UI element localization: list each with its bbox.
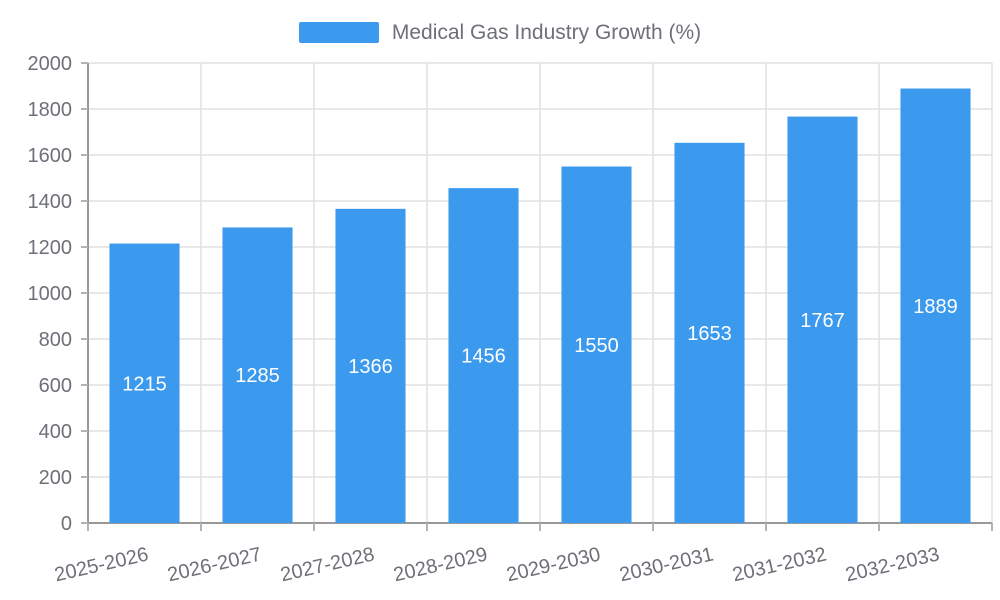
bar-value-label: 1215 bbox=[122, 373, 167, 395]
bar[interactable] bbox=[561, 166, 632, 524]
bar-value-label: 1550 bbox=[574, 335, 619, 357]
y-tick-label: 1600 bbox=[28, 145, 73, 167]
y-tick-label: 2000 bbox=[28, 53, 73, 75]
x-tick-label: 2029-2030 bbox=[504, 543, 602, 586]
y-tick-label: 0 bbox=[61, 513, 72, 535]
x-tick-label: 2025-2026 bbox=[52, 543, 150, 586]
x-tick-label: 2026-2027 bbox=[165, 543, 263, 586]
bar-value-label: 1456 bbox=[461, 346, 506, 368]
x-tick-label: 2030-2031 bbox=[617, 543, 715, 586]
bar[interactable] bbox=[900, 88, 971, 523]
y-tick-label: 1200 bbox=[28, 237, 73, 259]
bar[interactable] bbox=[335, 208, 406, 523]
y-tick-label: 1000 bbox=[28, 283, 73, 305]
bar[interactable] bbox=[222, 227, 293, 523]
bar-value-label: 1653 bbox=[687, 323, 732, 345]
x-tick-label: 2031-2032 bbox=[730, 543, 828, 586]
bar-value-label: 1767 bbox=[800, 310, 845, 332]
x-tick-label: 2028-2029 bbox=[391, 543, 489, 586]
legend-item[interactable]: Medical Gas Industry Growth (%) bbox=[0, 20, 1000, 45]
y-tick-label: 1400 bbox=[28, 191, 73, 213]
bar[interactable] bbox=[109, 243, 180, 524]
y-tick-label: 200 bbox=[39, 467, 72, 489]
legend-label[interactable]: Medical Gas Industry Growth (%) bbox=[391, 21, 702, 44]
y-tick-label: 400 bbox=[39, 421, 72, 443]
x-tick-label: 2027-2028 bbox=[278, 543, 376, 586]
bar-value-label: 1366 bbox=[348, 356, 393, 378]
y-tick-label: 800 bbox=[39, 329, 72, 351]
bar[interactable] bbox=[674, 142, 745, 523]
x-tick-label: 2032-2033 bbox=[843, 543, 941, 586]
bar-value-label: 1285 bbox=[235, 365, 280, 387]
legend-swatch[interactable] bbox=[298, 22, 379, 43]
bar-value-label: 1889 bbox=[913, 296, 958, 318]
bar[interactable] bbox=[787, 116, 858, 523]
y-tick-label: 600 bbox=[39, 375, 72, 397]
y-tick-label: 1800 bbox=[28, 99, 73, 121]
bar[interactable] bbox=[448, 188, 519, 523]
